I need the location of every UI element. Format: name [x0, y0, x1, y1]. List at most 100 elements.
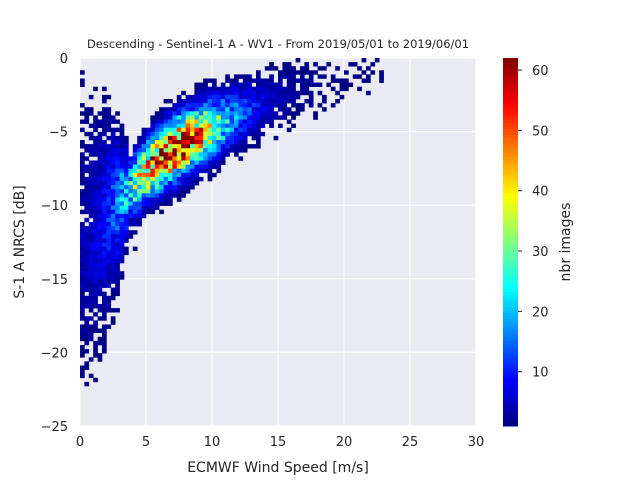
heatmap-cell	[216, 148, 222, 153]
heatmap-cell	[110, 115, 116, 120]
heatmap-cell	[146, 156, 151, 161]
heatmap-cell	[163, 140, 169, 145]
heatmap-cell	[190, 176, 195, 182]
colorbar-tick-label: 60	[532, 64, 549, 79]
heatmap-cell	[146, 164, 151, 169]
heatmap-cell	[97, 250, 103, 256]
heatmap-cell	[181, 172, 186, 178]
heatmap-cell	[198, 176, 204, 182]
heatmap-cell	[176, 123, 182, 128]
colorbar-segment	[503, 64, 518, 68]
heatmap-cell	[282, 86, 288, 92]
heatmap-cell	[163, 168, 169, 174]
heatmap-cell	[80, 164, 85, 169]
colorbar-segment	[503, 349, 518, 353]
heatmap-cell	[163, 115, 169, 120]
heatmap-cell	[260, 82, 266, 87]
heatmap-cell	[141, 185, 147, 190]
heatmap-cell	[84, 304, 90, 309]
colorbar-segment	[503, 79, 518, 84]
colorbar-segment	[503, 303, 518, 307]
heatmap-cell	[168, 127, 173, 133]
heatmap-cell	[181, 123, 186, 128]
heatmap-cell	[124, 209, 129, 215]
heatmap-cell	[256, 131, 261, 137]
heatmap-cell	[102, 246, 107, 251]
heatmap-cell	[344, 70, 349, 75]
heatmap-cell	[141, 144, 147, 149]
heatmap-cell	[154, 140, 160, 145]
heatmap-cell	[102, 328, 107, 333]
heatmap-cell	[102, 193, 107, 198]
heatmap-cell	[176, 197, 182, 202]
heatmap-cell	[97, 205, 103, 210]
heatmap-cell	[190, 103, 195, 108]
heatmap-cell	[106, 181, 112, 186]
heatmap-cell	[80, 275, 85, 280]
colorbar-segment	[503, 272, 518, 277]
heatmap-cell	[212, 140, 217, 145]
heatmap-cell	[212, 160, 217, 165]
heatmap-cell	[84, 250, 90, 256]
heatmap-cell	[93, 209, 98, 215]
heatmap-cell	[194, 82, 200, 87]
heatmap-cell	[84, 349, 90, 354]
heatmap-cell	[150, 176, 156, 182]
heatmap-cell	[176, 160, 182, 165]
heatmap-cell	[84, 328, 90, 333]
heatmap-cell	[242, 86, 248, 92]
heatmap-cell	[124, 148, 129, 153]
heatmap-cell	[163, 135, 169, 141]
colorbar-segment	[503, 291, 518, 295]
heatmap-cell	[361, 78, 367, 83]
heatmap-cell	[207, 135, 213, 141]
heatmap-cell	[137, 209, 142, 215]
heatmap-cell	[300, 90, 305, 96]
heatmap-cell	[115, 287, 120, 292]
heatmap-cell	[84, 246, 90, 251]
heatmap-cell	[339, 82, 345, 87]
heatmap-cell	[93, 176, 98, 182]
heatmap-cell	[176, 131, 182, 137]
heatmap-cell	[247, 119, 252, 124]
heatmap-cell	[84, 320, 90, 325]
heatmap-cell	[102, 275, 107, 280]
heatmap-cell	[93, 115, 98, 120]
heatmap-cell	[102, 242, 107, 247]
y-tick-label: −5	[49, 126, 68, 141]
heatmap-cell	[251, 135, 257, 141]
heatmap-cell	[282, 62, 288, 67]
heatmap-cell	[119, 127, 125, 133]
heatmap-cell	[84, 365, 90, 370]
heatmap-cell	[357, 86, 362, 92]
heatmap-cell	[106, 263, 112, 268]
heatmap-cell	[132, 189, 138, 194]
colorbar-segment	[503, 398, 518, 402]
heatmap-cell	[269, 115, 274, 120]
heatmap-cell	[102, 324, 107, 329]
heatmap-cell	[93, 140, 98, 145]
heatmap-cell	[119, 168, 125, 174]
heatmap-cell	[198, 152, 204, 157]
heatmap-cell	[124, 217, 129, 223]
heatmap-cell	[300, 107, 305, 112]
heatmap-cell	[225, 152, 230, 157]
heatmap-cell	[190, 172, 195, 178]
heatmap-cell	[119, 189, 125, 194]
heatmap-cell	[110, 197, 116, 202]
heatmap-cell	[198, 164, 204, 169]
heatmap-cell	[84, 295, 90, 301]
heatmap-cell	[163, 107, 169, 112]
heatmap-cell	[115, 275, 120, 280]
heatmap-cell	[304, 62, 310, 67]
heatmap-cell	[273, 111, 279, 116]
heatmap-cell	[203, 160, 208, 165]
heatmap-cell	[159, 140, 164, 145]
heatmap-cell	[269, 103, 274, 108]
heatmap-cell	[106, 242, 112, 247]
heatmap-cell	[88, 258, 94, 264]
heatmap-cell	[137, 176, 142, 182]
heatmap-cell	[80, 246, 85, 251]
heatmap-cell	[212, 152, 217, 157]
heatmap-cell	[115, 168, 120, 174]
